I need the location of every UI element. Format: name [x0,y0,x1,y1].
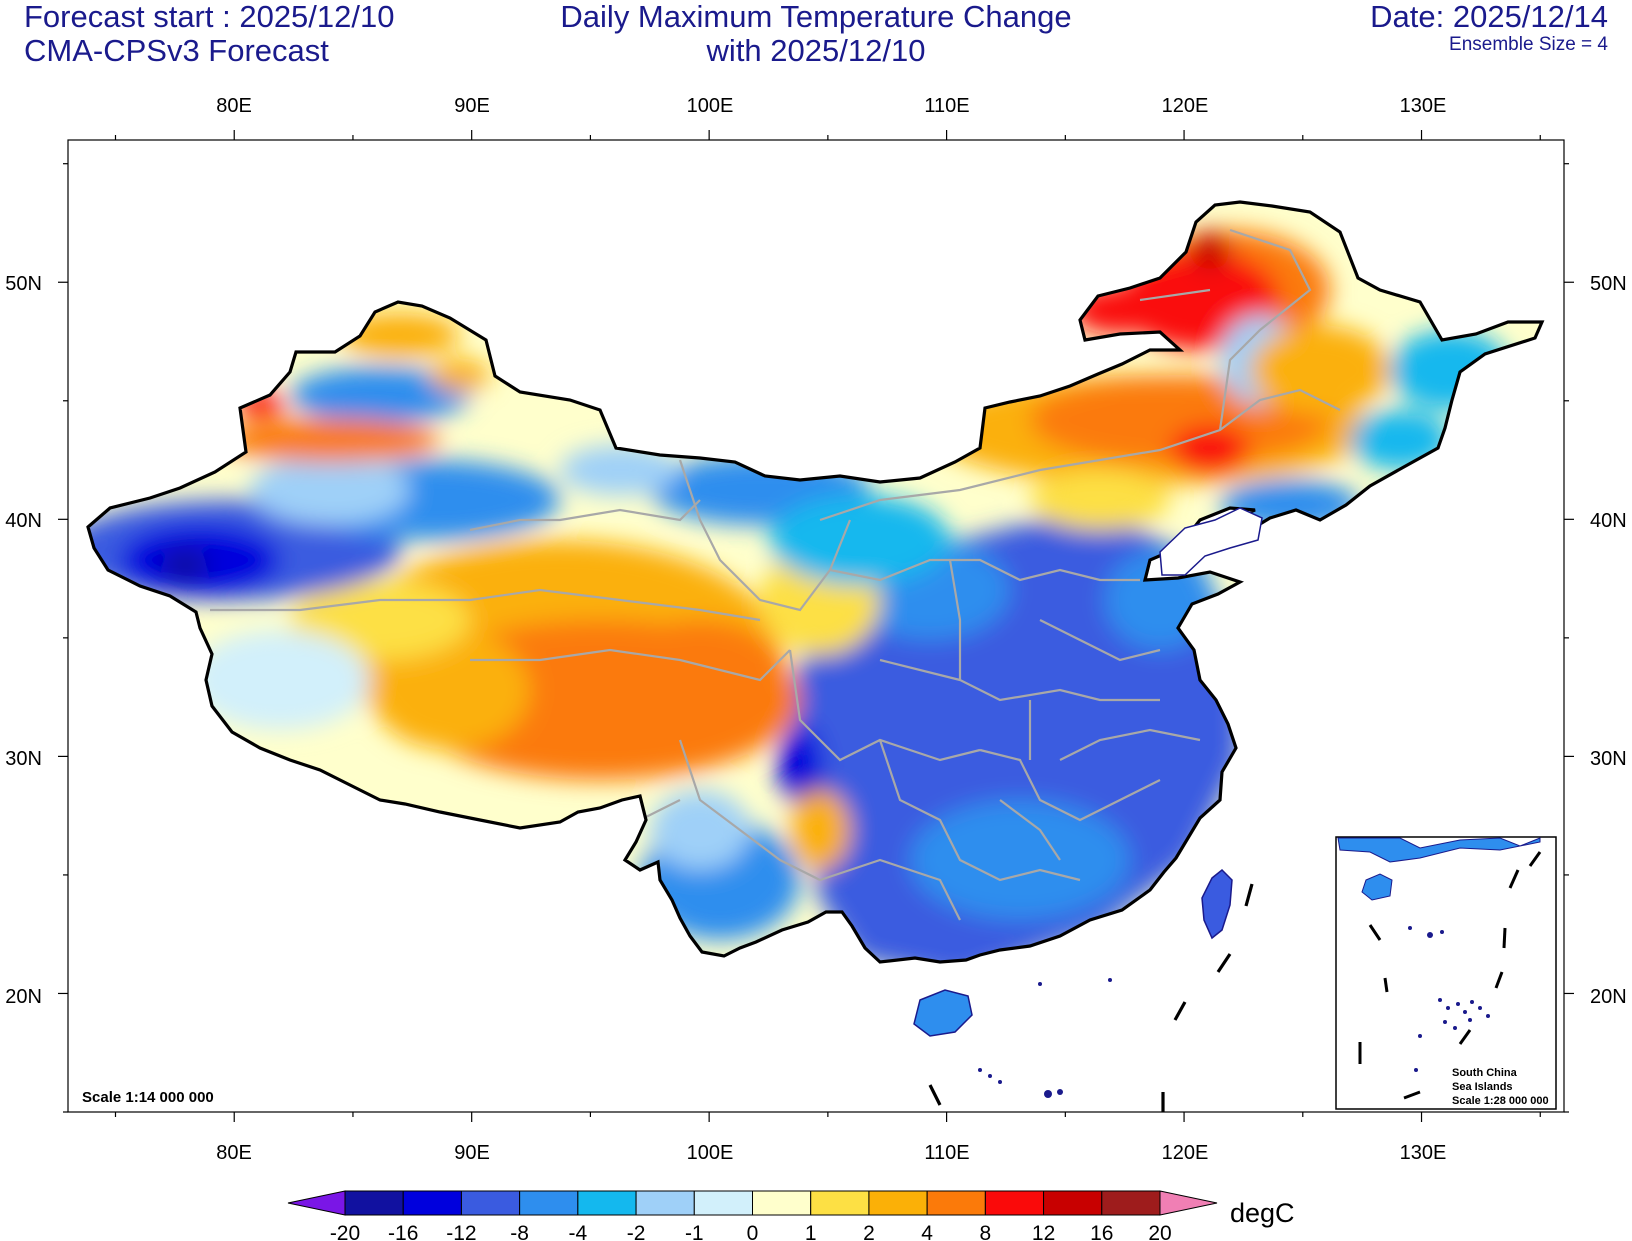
colorbar-label: 12 [1032,1222,1055,1241]
lon-label: 110E [924,1142,969,1164]
colorbar-over-triangle [1159,1190,1218,1216]
lon-labels-bottom: 80E 90E 100E 110E 120E 130E [216,1142,1446,1164]
colorbar-label: 4 [921,1222,933,1241]
colorbar-label: 16 [1090,1222,1113,1241]
colorbar-box [1043,1190,1103,1216]
lat-label: 30N [5,748,42,770]
colorbar-label: 20 [1148,1222,1171,1241]
colorbar-label: -16 [388,1222,418,1241]
lon-label: 120E [1162,1142,1209,1164]
colorbar-box [926,1190,986,1216]
colorbar-box [402,1190,462,1216]
colorbar-under-triangle [287,1190,346,1216]
nine-dash-line [928,883,1254,1112]
lat-label: 30N [1590,748,1627,770]
lon-label: 100E [687,95,734,117]
hainan-island [913,989,973,1037]
lon-label: 120E [1162,95,1209,117]
chart-title: Daily Maximum Temperature Change [560,0,1072,34]
colorbar-box [868,1190,928,1216]
inset-title-2: Sea Islands [1452,1081,1513,1093]
south-china-sea-inset: South China Sea Islands Scale 1:28 000 0… [1335,836,1557,1110]
forecast-start-label: Forecast start : 2025/12/10 [24,0,395,34]
colorbar: -20 -16 -12 -8 -4 -2 -1 0 1 2 4 8 12 16 20 degC [287,1190,1295,1241]
lat-label: 50N [5,273,42,295]
lon-label: 80E [216,95,252,117]
colorbar-box [635,1190,695,1216]
map-scale-label: Scale 1:14 000 000 [82,1089,214,1106]
bohai-sea [1159,507,1263,576]
colorbar-box [1101,1190,1161,1216]
colorbar-label: -20 [330,1222,360,1241]
lon-label: 90E [454,95,490,117]
colorbar-box [344,1190,404,1216]
lon-label: 90E [454,1142,490,1164]
lat-labels-left: 50N 40N 30N 20N [5,273,42,1008]
lon-labels-top: 80E 90E 100E 110E 120E 130E [216,95,1446,117]
lat-label: 20N [5,986,42,1008]
colorbar-box [984,1190,1045,1216]
lon-label: 130E [1400,95,1447,117]
lat-label: 40N [5,510,42,532]
lat-label: 40N [1590,510,1627,532]
colorbar-box [693,1190,753,1216]
colorbar-box [752,1190,812,1216]
valid-date-label: Date: 2025/12/14 [1370,0,1608,34]
colorbar-label: -4 [569,1222,588,1241]
chart-subtitle: with 2025/12/10 [706,33,926,68]
lat-label: 20N [1590,986,1627,1008]
colorbar-unit-label: degC [1230,1198,1295,1228]
colorbar-box [810,1190,870,1216]
colorbar-box [460,1190,521,1216]
inset-title-1: South China [1452,1067,1518,1079]
colorbar-label: 0 [747,1222,759,1241]
colorbar-box [519,1190,579,1216]
colorbar-label: 2 [863,1222,875,1241]
ensemble-size-label: Ensemble Size = 4 [1449,34,1608,55]
lat-label: 50N [1590,273,1627,295]
axis-ticks [58,130,1574,1122]
colorbar-label: -1 [685,1222,704,1241]
lon-label: 130E [1400,1142,1447,1164]
lon-label: 80E [216,1142,252,1164]
lat-labels-right: 50N 40N 30N 20N [1590,273,1627,1008]
colorbar-label: 8 [980,1222,992,1241]
small-islands [978,978,1112,1098]
colorbar-label: 1 [805,1222,817,1241]
province-boundaries [210,228,1341,921]
taiwan-island [1201,868,1233,940]
colorbar-label: -2 [627,1222,646,1241]
colorbar-label: -8 [510,1222,529,1241]
lon-label: 100E [687,1142,734,1164]
colorbar-label: -12 [446,1222,476,1241]
colorbar-box [577,1190,637,1216]
lon-label: 110E [924,95,969,117]
inset-scale-label: Scale 1:28 000 000 [1452,1095,1549,1107]
model-name-label: CMA-CPSv3 Forecast [24,33,329,68]
